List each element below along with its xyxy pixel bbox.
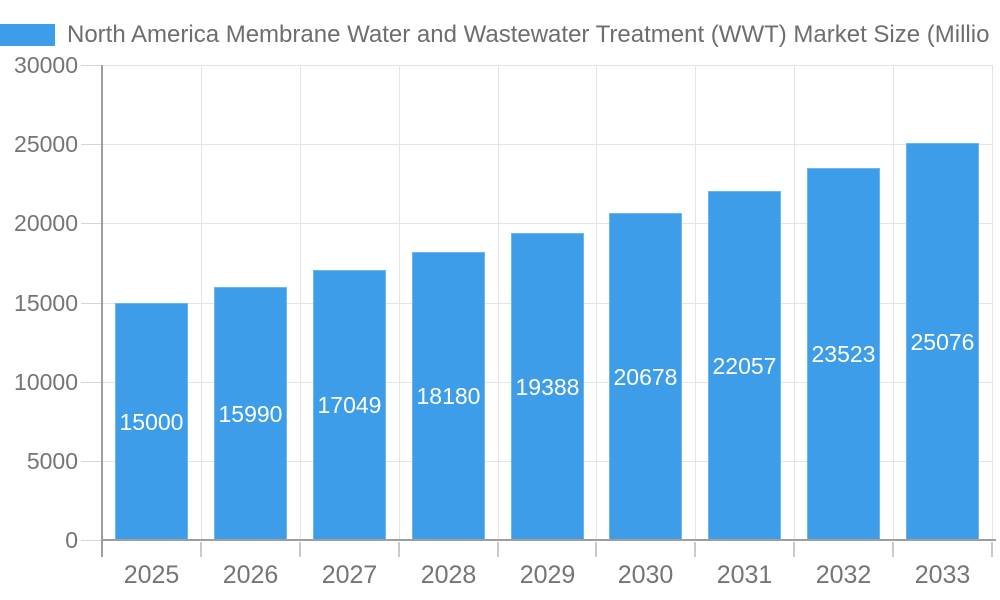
bar-value-label: 19388: [515, 373, 580, 400]
y-axis-label: 25000: [14, 131, 78, 157]
bar-value-label: 15000: [119, 408, 184, 435]
y-axis-tick: [81, 540, 102, 541]
bar-value-label: 25076: [910, 328, 975, 355]
vertical-gridline: [201, 65, 202, 540]
bar[interactable]: 20678: [609, 213, 682, 540]
vertical-gridline: [893, 65, 894, 540]
bar[interactable]: 15990: [214, 287, 287, 540]
vertical-gridline: [992, 65, 993, 540]
bar-value-label: 15990: [218, 400, 283, 427]
x-axis-label: 2026: [222, 561, 279, 589]
chart-title: North America Membrane Water and Wastewa…: [67, 22, 990, 48]
vertical-gridline: [695, 65, 696, 540]
vertical-gridline: [399, 65, 400, 540]
x-axis-tick: [892, 542, 894, 557]
y-axis-tick: [81, 223, 102, 224]
bar-value-label: 18180: [416, 383, 481, 409]
y-axis-tick: [81, 144, 102, 145]
bar-value-label: 22057: [712, 352, 777, 379]
x-axis-tick: [991, 542, 993, 557]
x-axis-tick: [200, 542, 202, 557]
x-axis-tick: [595, 542, 597, 557]
x-axis-tick: [497, 542, 499, 557]
y-axis-label: 10000: [14, 369, 78, 395]
x-axis-label: 2027: [321, 561, 378, 589]
bar[interactable]: 18180: [412, 252, 485, 540]
legend-swatch[interactable]: [0, 24, 55, 46]
y-axis-tick: [81, 303, 102, 304]
y-axis-label: 0: [65, 527, 78, 553]
vertical-gridline: [498, 65, 499, 540]
legend-row: North America Membrane Water and Wastewa…: [0, 22, 1000, 48]
vertical-gridline: [794, 65, 795, 540]
bar-value-label: 23523: [811, 341, 876, 367]
x-axis-label: 2033: [914, 561, 971, 589]
y-axis-label: 15000: [14, 290, 78, 316]
x-axis-line: [101, 539, 996, 541]
x-axis-label: 2029: [519, 561, 576, 589]
horizontal-gridline: [102, 144, 992, 145]
x-axis-tick: [793, 542, 795, 557]
bar[interactable]: 17049: [313, 270, 386, 540]
bar[interactable]: 19388: [511, 233, 584, 540]
y-axis-tick: [81, 461, 102, 462]
y-axis-label: 5000: [26, 448, 78, 474]
y-axis-label: 30000: [14, 52, 78, 78]
bar[interactable]: 22057: [708, 191, 781, 540]
y-axis-line: [101, 65, 103, 557]
vertical-gridline: [596, 65, 597, 540]
x-axis-label: 2028: [420, 561, 477, 589]
x-axis-label: 2032: [815, 561, 872, 589]
bar[interactable]: 25076: [906, 143, 979, 540]
bar[interactable]: 23523: [807, 168, 880, 540]
x-axis-tick: [299, 542, 301, 557]
bar-value-label: 20678: [613, 363, 678, 390]
x-axis-label: 2025: [123, 561, 180, 589]
x-axis-tick: [694, 542, 696, 557]
x-axis-tick: [398, 542, 400, 557]
x-axis-label: 2031: [716, 561, 773, 589]
horizontal-gridline: [102, 65, 992, 66]
horizontal-gridline: [102, 223, 992, 224]
bar[interactable]: 15000: [115, 303, 188, 540]
vertical-gridline: [300, 65, 301, 540]
y-axis-tick: [81, 382, 102, 383]
y-axis-tick: [81, 65, 102, 66]
bar-value-label: 17049: [317, 392, 382, 418]
y-axis-label: 20000: [14, 210, 78, 236]
x-axis-label: 2030: [617, 561, 674, 589]
